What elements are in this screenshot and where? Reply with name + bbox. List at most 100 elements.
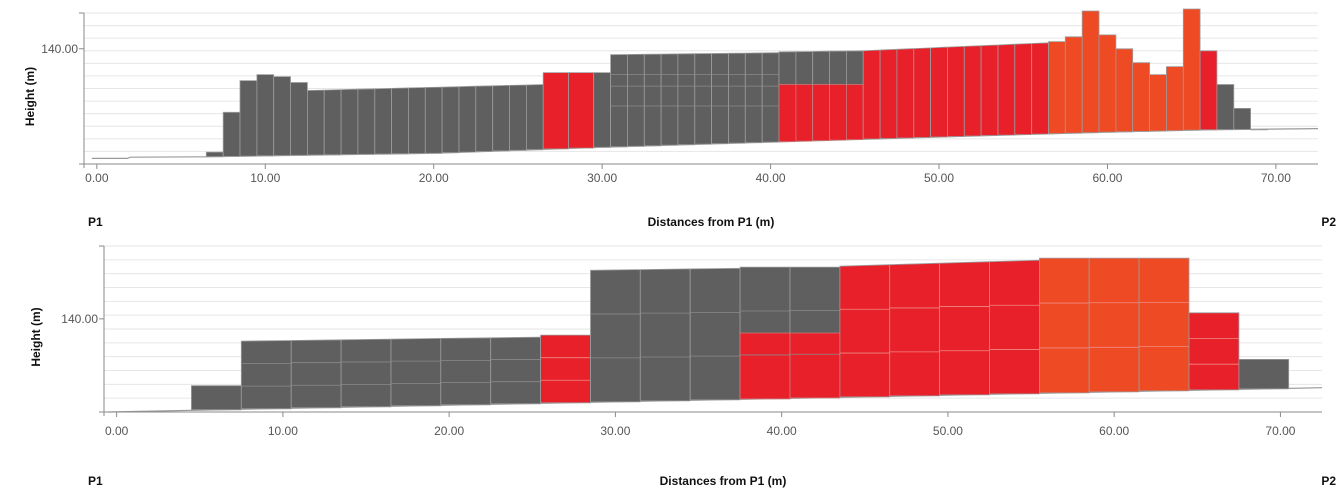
- x-tick-label: 50.00: [933, 424, 963, 438]
- building-bar-lower: [812, 84, 830, 142]
- building-bar: [256, 74, 275, 157]
- building-bar: [240, 340, 292, 410]
- buildings: [190, 257, 1290, 411]
- building-bar: [340, 88, 359, 155]
- start-point-label: P1: [88, 474, 103, 488]
- building-bar: [407, 87, 426, 154]
- x-tick-label: 60.00: [1099, 424, 1129, 438]
- end-point-label: P2: [1321, 215, 1336, 229]
- start-point-label: P1: [88, 215, 103, 229]
- building-bar-lower: [739, 332, 791, 400]
- building-bar: [1166, 66, 1184, 132]
- building-bar: [1115, 48, 1134, 133]
- building-bar: [930, 46, 948, 138]
- y-axis-title: Height (m): [29, 307, 43, 366]
- building-bar: [458, 85, 477, 153]
- x-tick-label: 30.00: [587, 171, 617, 185]
- building-bar: [1238, 358, 1290, 390]
- building-bar: [711, 52, 729, 145]
- building-bar: [1138, 257, 1190, 392]
- building-bar: [441, 86, 460, 154]
- building-bar: [643, 53, 662, 147]
- building-bar-lower: [829, 84, 847, 141]
- x-tick-label: 20.00: [434, 424, 464, 438]
- building-bar: [1216, 84, 1235, 131]
- building-bar: [1031, 42, 1049, 135]
- building-bar: [1048, 41, 1066, 135]
- x-tick-label: 0.00: [85, 171, 109, 185]
- building-bar: [1182, 8, 1201, 131]
- building-bar: [947, 45, 965, 137]
- building-bar: [492, 84, 510, 152]
- building-bar: [879, 48, 898, 139]
- building-bar: [540, 334, 591, 404]
- building-bar: [660, 53, 679, 146]
- x-tick-label: 10.00: [268, 424, 298, 438]
- building-bar-lower: [795, 84, 814, 142]
- x-tick-label: 50.00: [924, 171, 954, 185]
- building-bar: [526, 84, 544, 151]
- building-bar: [980, 44, 999, 136]
- building-bar: [1014, 43, 1033, 136]
- building-bar: [694, 53, 712, 145]
- building-bar: [273, 76, 291, 156]
- building-bar: [490, 336, 541, 405]
- building-bar: [989, 259, 1040, 395]
- building-bar: [627, 53, 645, 147]
- x-tick-label: 40.00: [756, 171, 786, 185]
- building-bar: [896, 48, 915, 139]
- building-bar: [340, 338, 392, 408]
- building-bar: [509, 84, 527, 151]
- building-bar: [1088, 257, 1140, 393]
- building-bar: [677, 53, 696, 146]
- x-tick-label: 60.00: [1092, 171, 1122, 185]
- profile-chart-2: 140.00 0.00 10.00 20.00 30.00 40.00 50.00 60.00…: [29, 245, 1336, 488]
- profile-chart-1: 140.00 0.00 10.00 20.00 30.00 40.00 50.00 60.00…: [23, 8, 1336, 229]
- building-bar: [205, 151, 224, 158]
- building-bar: [1132, 62, 1150, 132]
- building-bar: [357, 88, 376, 155]
- building-bar: [839, 264, 891, 398]
- x-tick-label: 40.00: [767, 424, 797, 438]
- x-tick-label: 70.00: [1265, 424, 1295, 438]
- building-bar: [1081, 10, 1100, 134]
- building-bar: [374, 87, 393, 155]
- building-bar: [1233, 108, 1251, 130]
- building-bar: [1188, 312, 1240, 391]
- building-bar: [997, 43, 1016, 136]
- x-axis-title: Distances from P1 (m): [660, 474, 787, 488]
- building-bar: [862, 49, 881, 140]
- building-bar: [542, 72, 569, 150]
- y-tick-label: 140.00: [61, 312, 98, 326]
- building-bar: [475, 85, 494, 152]
- building-bar: [593, 72, 611, 148]
- building-bar: [1064, 36, 1083, 134]
- building-bar-lower: [778, 84, 797, 143]
- building-bar: [590, 269, 641, 403]
- building-bar: [390, 337, 442, 407]
- x-tick-label: 70.00: [1261, 171, 1291, 185]
- building-bar: [391, 87, 409, 155]
- building-bar: [190, 385, 242, 411]
- building-bar: [939, 261, 990, 396]
- building-bar: [1098, 34, 1117, 133]
- x-tick-label: 20.00: [419, 171, 449, 185]
- building-bar: [290, 339, 342, 409]
- building-bar: [1149, 74, 1167, 132]
- building-bar: [323, 89, 342, 156]
- building-bar: [639, 268, 691, 402]
- building-bar: [440, 337, 492, 406]
- building-bar-lower: [789, 332, 841, 399]
- building-bar: [913, 47, 931, 138]
- y-tick-label: 140.00: [41, 42, 78, 56]
- building-bar: [306, 89, 325, 156]
- y-axis-title: Height (m): [23, 67, 37, 126]
- building-bar: [728, 52, 746, 144]
- x-tick-label: 10.00: [250, 171, 280, 185]
- end-point-label: P2: [1321, 474, 1336, 488]
- building-bar: [424, 86, 443, 154]
- building-bar: [889, 262, 940, 397]
- building-bar: [963, 45, 982, 137]
- building-bar: [610, 54, 628, 148]
